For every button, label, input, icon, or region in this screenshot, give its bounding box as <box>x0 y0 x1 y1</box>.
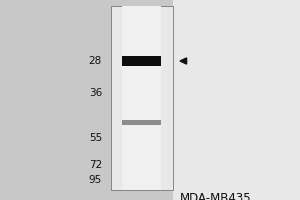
Bar <box>111 6 172 190</box>
Text: 36: 36 <box>89 88 102 98</box>
Text: 95: 95 <box>89 175 102 185</box>
Polygon shape <box>180 58 187 64</box>
Text: 72: 72 <box>89 160 102 170</box>
Bar <box>122 56 161 66</box>
Text: MDA-MB435: MDA-MB435 <box>180 192 252 200</box>
Bar <box>172 0 300 200</box>
Text: 28: 28 <box>89 56 102 66</box>
Bar <box>122 119 161 124</box>
Bar <box>122 6 161 190</box>
Text: 55: 55 <box>89 133 102 143</box>
